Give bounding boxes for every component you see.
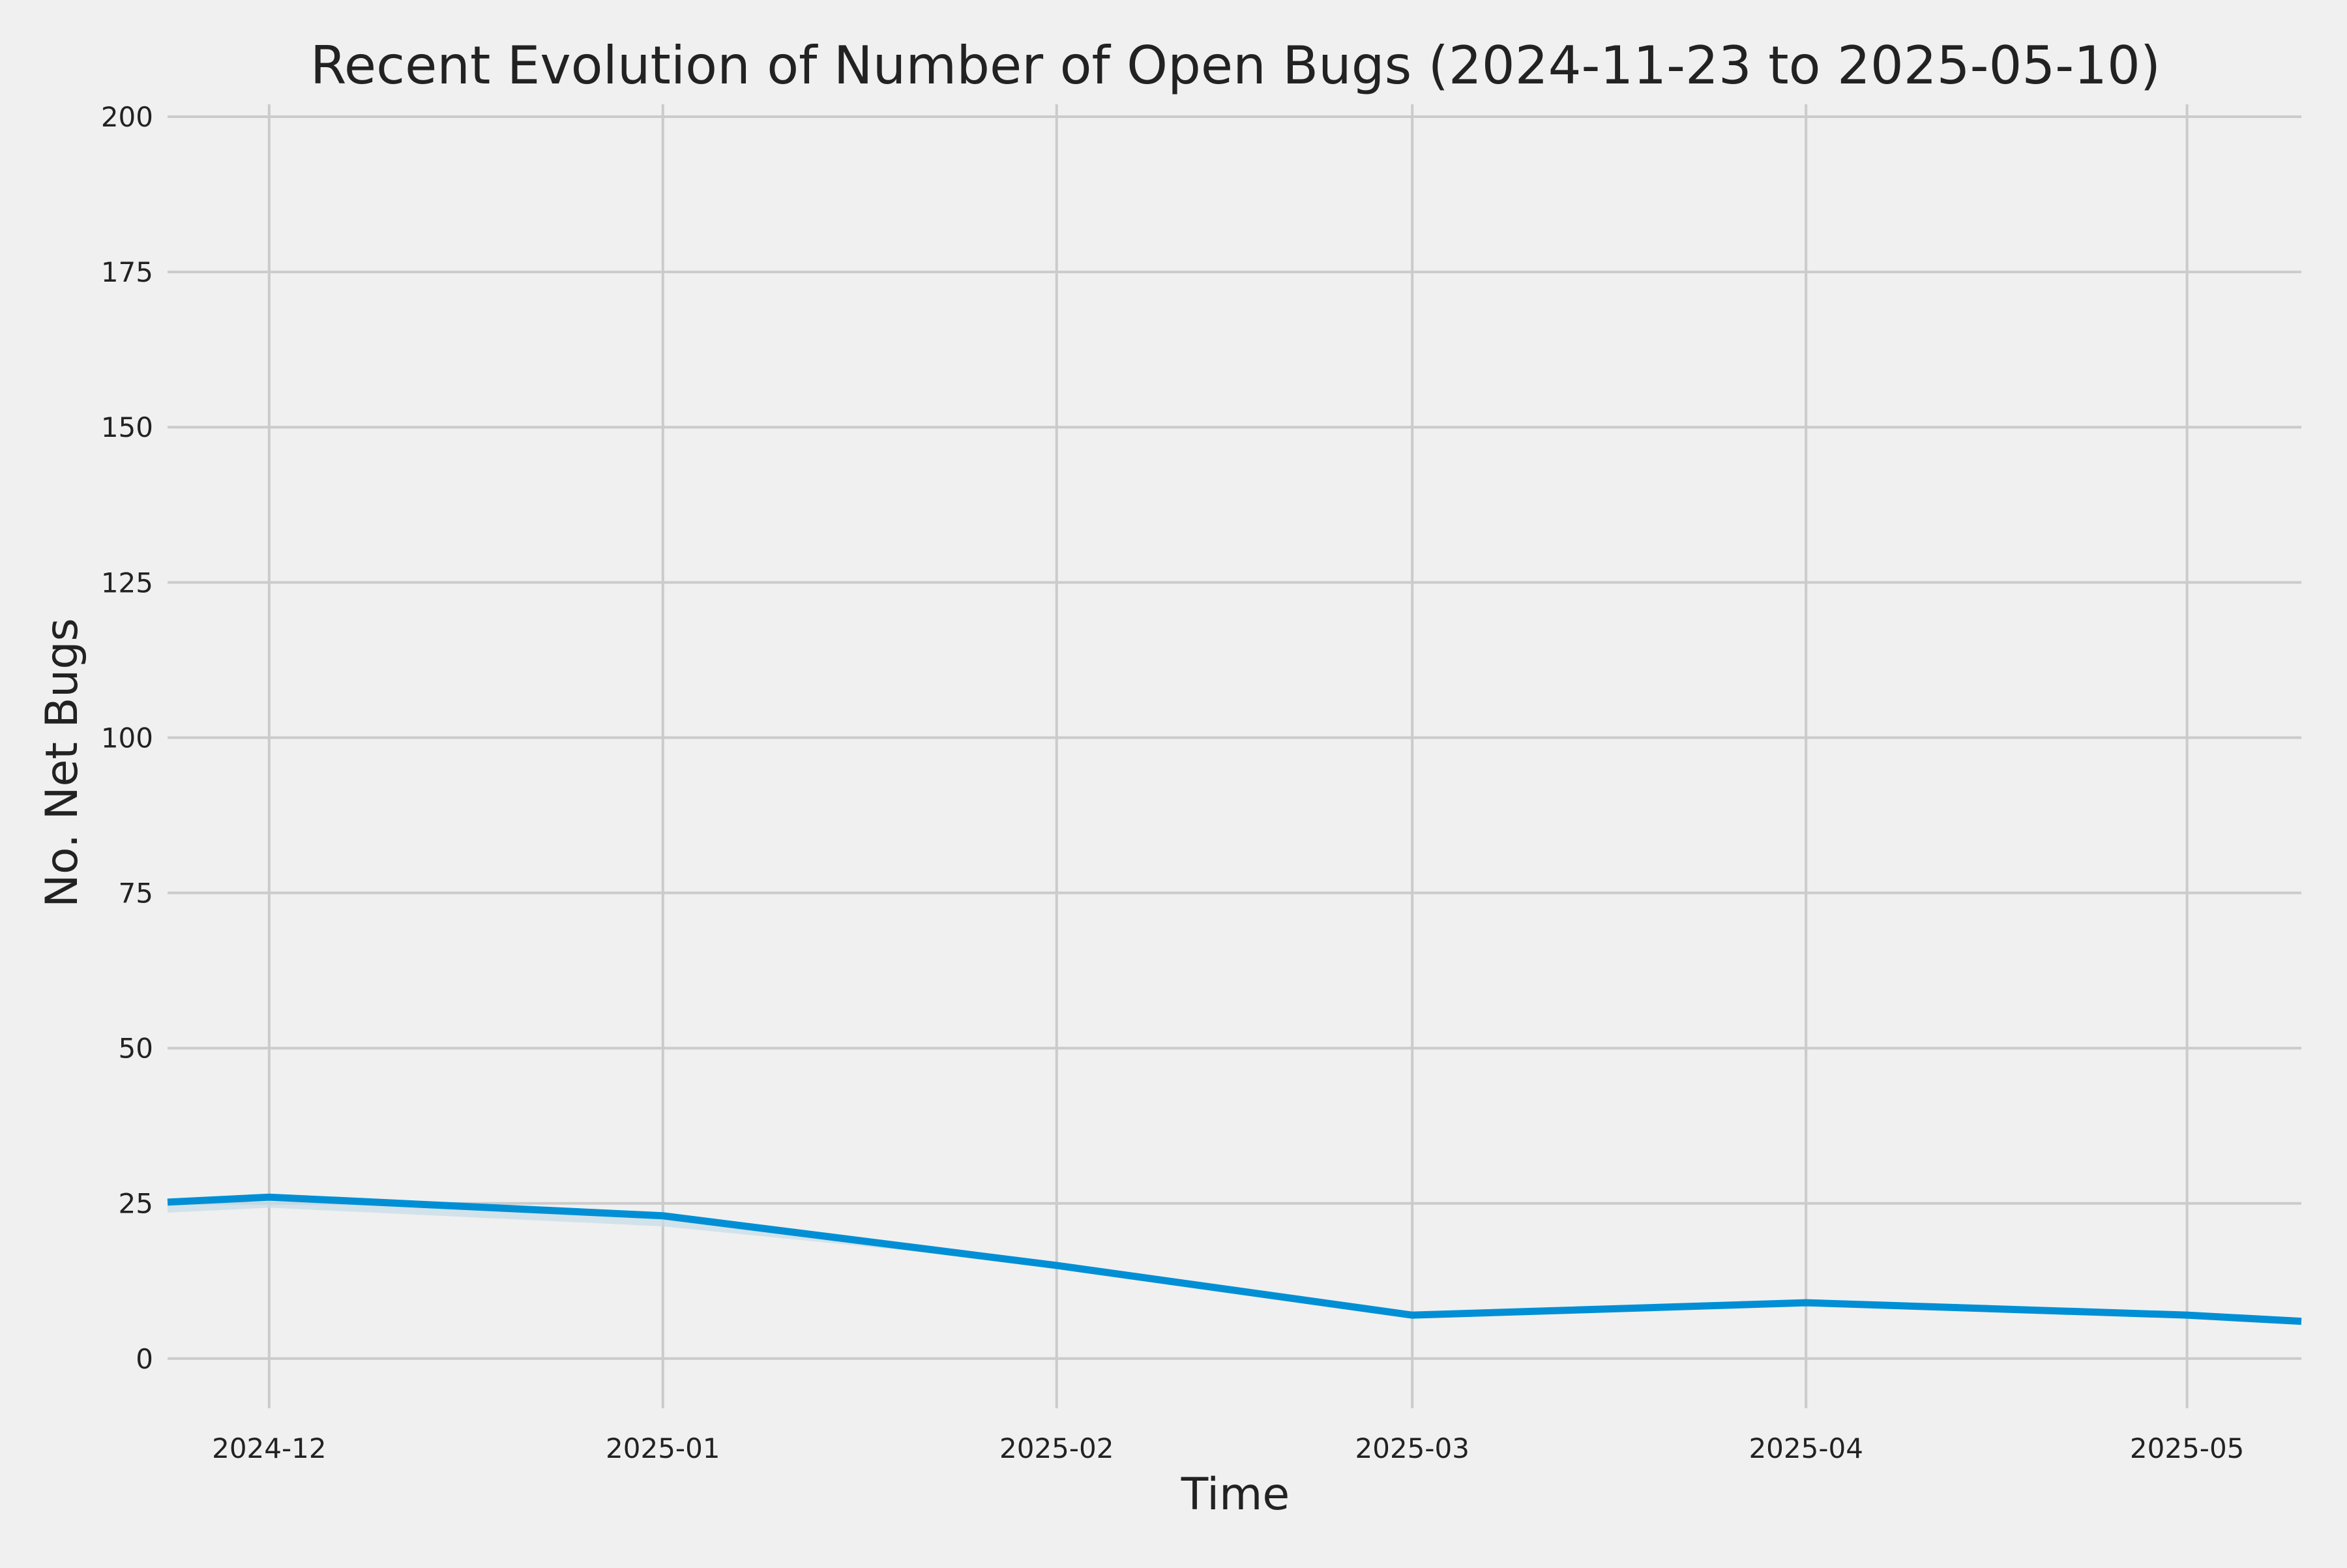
x-tick-labels: 2024-12 2025-01 2025-02 2025-03 2025-04 2025-…	[212, 1432, 2244, 1464]
y-tick-label: 200	[101, 101, 153, 133]
x-tick-label: 2025-04	[1749, 1432, 1863, 1464]
x-tick-label: 2025-01	[606, 1432, 720, 1464]
y-tick-label: 150	[101, 411, 153, 443]
y-tick-label: 25	[119, 1188, 153, 1220]
series-line	[167, 1193, 2302, 1325]
data-point	[2301, 1321, 2302, 1322]
band-area	[168, 1197, 1057, 1265]
y-tick-label: 125	[101, 567, 153, 599]
y-tick-label: 100	[101, 722, 153, 754]
data-point	[167, 1202, 168, 1203]
data-point	[1805, 1302, 1807, 1303]
x-tick-label: 2025-05	[2130, 1432, 2245, 1464]
data-point	[1411, 1314, 1413, 1316]
x-axis-label: Time	[1181, 1469, 1290, 1520]
chart-title: Recent Evolution of Number of Open Bugs …	[310, 35, 2161, 96]
data-point	[269, 1196, 270, 1198]
series-layer	[167, 1193, 2302, 1325]
x-tick-label: 2025-02	[999, 1432, 1114, 1464]
y-tick-label: 75	[119, 878, 153, 910]
y-tick-label: 50	[119, 1033, 153, 1065]
y-axis-label: No. Net Bugs	[37, 618, 88, 908]
y-tick-label: 0	[136, 1343, 153, 1375]
data-point	[2187, 1314, 2188, 1316]
x-tick-label: 2025-03	[1355, 1432, 1470, 1464]
data-point	[662, 1215, 664, 1217]
x-tick-label: 2024-12	[212, 1432, 327, 1464]
data-point	[1056, 1265, 1057, 1266]
grid	[168, 104, 2301, 1408]
y-tick-labels: 0 25 50 75 100 125 150 175 200	[101, 101, 153, 1375]
confidence-band	[168, 1197, 1057, 1265]
y-tick-label: 175	[101, 256, 153, 288]
